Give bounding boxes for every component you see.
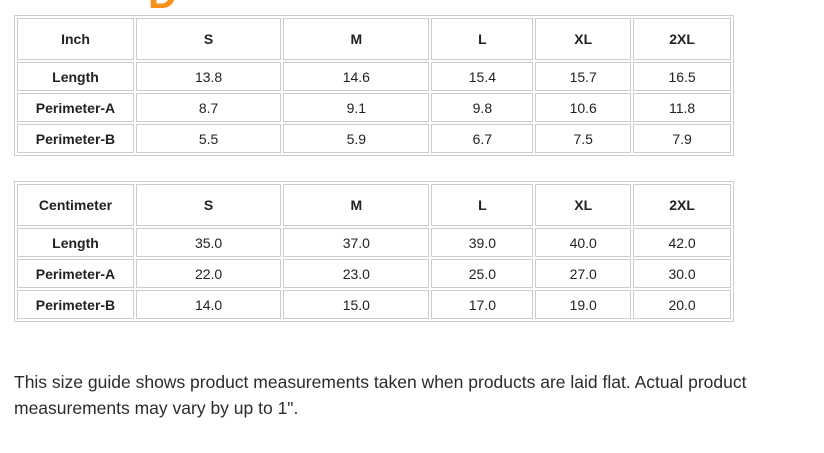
value-cell: 9.1: [283, 93, 430, 122]
row-label-cell: Perimeter-A: [17, 259, 134, 288]
value-cell: 35.0: [135, 228, 282, 257]
value-cell: 11.8: [633, 93, 731, 122]
value-cell: 15.0: [283, 290, 430, 319]
value-cell: 5.9: [283, 124, 430, 153]
value-cell: 37.0: [283, 228, 430, 257]
size-header-cell: M: [283, 18, 430, 60]
centimeter-size-table: Centimeter S M L XL 2XL Length 35.0 37.0…: [14, 181, 734, 322]
value-cell: 27.0: [535, 259, 632, 288]
table-row: Perimeter-A 8.7 9.1 9.8 10.6 11.8: [17, 93, 731, 122]
size-header-cell: XL: [535, 18, 632, 60]
size-header-cell: S: [135, 18, 282, 60]
value-cell: 10.6: [535, 93, 632, 122]
value-cell: 15.7: [535, 62, 632, 91]
value-cell: 39.0: [431, 228, 534, 257]
row-label-cell: Perimeter-B: [17, 124, 134, 153]
table-row: Length 35.0 37.0 39.0 40.0 42.0: [17, 228, 731, 257]
row-label-cell: Perimeter-B: [17, 290, 134, 319]
table-header-row: Inch S M L XL 2XL: [17, 18, 731, 60]
size-header-cell: M: [283, 184, 430, 226]
value-cell: 14.6: [283, 62, 430, 91]
size-header-cell: L: [431, 184, 534, 226]
value-cell: 17.0: [431, 290, 534, 319]
value-cell: 5.5: [135, 124, 282, 153]
size-header-cell: 2XL: [633, 18, 731, 60]
row-label-cell: Length: [17, 62, 134, 91]
value-cell: 40.0: [535, 228, 632, 257]
size-header-cell: L: [431, 18, 534, 60]
clipped-heading-glyph: D: [148, 0, 175, 8]
value-cell: 19.0: [535, 290, 632, 319]
unit-header-cell: Centimeter: [17, 184, 134, 226]
table-row: Perimeter-A 22.0 23.0 25.0 27.0 30.0: [17, 259, 731, 288]
value-cell: 9.8: [431, 93, 534, 122]
size-guide-content: Inch S M L XL 2XL Length 13.8 14.6 15.4 …: [14, 15, 810, 439]
table-row: Length 13.8 14.6 15.4 15.7 16.5: [17, 62, 731, 91]
value-cell: 7.9: [633, 124, 731, 153]
size-header-cell: S: [135, 184, 282, 226]
value-cell: 6.7: [431, 124, 534, 153]
value-cell: 16.5: [633, 62, 731, 91]
value-cell: 7.5: [535, 124, 632, 153]
inch-size-table: Inch S M L XL 2XL Length 13.8 14.6 15.4 …: [14, 15, 734, 156]
value-cell: 30.0: [633, 259, 731, 288]
table-header-row: Centimeter S M L XL 2XL: [17, 184, 731, 226]
value-cell: 42.0: [633, 228, 731, 257]
clipped-heading-letter: D: [148, 0, 175, 8]
value-cell: 8.7: [135, 93, 282, 122]
size-header-cell: XL: [535, 184, 632, 226]
value-cell: 22.0: [135, 259, 282, 288]
row-label-cell: Length: [17, 228, 134, 257]
size-header-cell: 2XL: [633, 184, 731, 226]
size-guide-footnote: This size guide shows product measuremen…: [14, 372, 747, 418]
table-row: Perimeter-B 5.5 5.9 6.7 7.5 7.9: [17, 124, 731, 153]
value-cell: 13.8: [135, 62, 282, 91]
unit-header-cell: Inch: [17, 18, 134, 60]
value-cell: 15.4: [431, 62, 534, 91]
table-row: Perimeter-B 14.0 15.0 17.0 19.0 20.0: [17, 290, 731, 319]
value-cell: 25.0: [431, 259, 534, 288]
value-cell: 14.0: [135, 290, 282, 319]
value-cell: 23.0: [283, 259, 430, 288]
value-cell: 20.0: [633, 290, 731, 319]
row-label-cell: Perimeter-A: [17, 93, 134, 122]
